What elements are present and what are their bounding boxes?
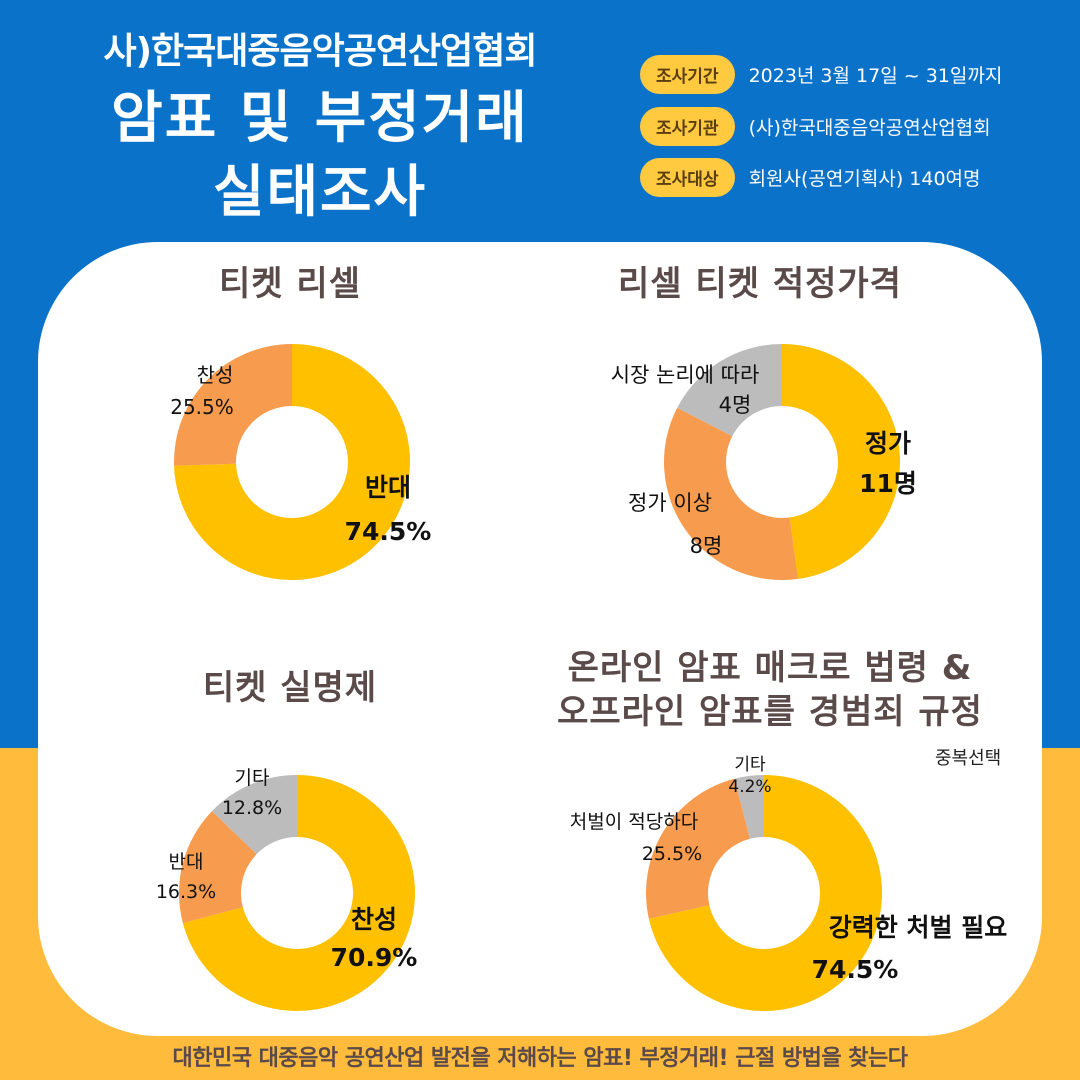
chart-title-resell: 티켓 리셀 (219, 264, 361, 304)
data-label-3-2-1: 4.2% (728, 777, 771, 797)
data-label-3-0-0: 강력한 처벌 필요 (829, 913, 1007, 942)
data-label-2-0-0: 찬성 (351, 905, 397, 934)
data-label-1-0-0: 정가 (865, 429, 911, 458)
chart-title-line: 오프라인 암표를 경범죄 규정 (557, 692, 983, 732)
multi-select-note: 중복선택 (935, 748, 1002, 769)
data-label-0-1-1: 25.5% (170, 395, 234, 419)
data-label-1-1-1: 8명 (690, 534, 723, 558)
donut-slice-3-2 (734, 775, 764, 839)
info-row-org: 조사기관 (사)한국대중음악공연산업협회 (640, 106, 991, 146)
data-label-1-2-1: 4명 (719, 393, 752, 417)
main-title-line2: 실태조사 (212, 160, 428, 225)
data-label-3-0-1: 74.5% (812, 955, 899, 984)
info-row-period: 조사기간 2023년 3월 17일 ~ 31일까지 (640, 54, 1002, 94)
main-title: 암표 및 부정거래 실태조사 (40, 82, 600, 230)
donut-slice-3-0 (648, 775, 883, 1011)
data-label-1-1-0: 정가 이상 (628, 491, 712, 515)
chart-title-real-name: 티켓 실명제 (202, 668, 378, 708)
donut-slice-2-1 (179, 811, 257, 924)
main-title-line1: 암표 및 부정거래 (111, 86, 529, 151)
info-value: 2023년 3월 17일 ~ 31일까지 (748, 64, 1003, 87)
data-label-1-2-0: 시장 논리에 따라 (611, 363, 760, 387)
data-label-1-0-1: 11명 (859, 469, 917, 498)
chart-title-line: 온라인 암표 매크로 법령 & (567, 648, 973, 688)
chart-title-macro-law: 온라인 암표 매크로 법령 & 오프라인 암표를 경범죄 규정 (530, 646, 1010, 734)
info-value: (사)한국대중음악공연산업협회 (748, 116, 991, 139)
data-label-2-2-1: 12.8% (222, 797, 282, 819)
donut-slice-2-2 (212, 775, 297, 855)
data-label-2-1-1: 16.3% (156, 881, 216, 903)
info-label-pill: 조사대상 (640, 157, 735, 197)
org-title: 사)한국대중음악공연산업협회 (103, 31, 537, 72)
data-label-2-2-0: 기타 (235, 767, 270, 789)
chart-title-resell-price: 리셀 티켓 적정가격 (618, 264, 902, 304)
donut-slice-0-0 (174, 344, 411, 581)
donut-slice-1-0 (782, 344, 900, 579)
data-label-0-1-0: 찬성 (197, 363, 234, 387)
info-value: 회원사(공연기획사) 140여명 (748, 167, 981, 190)
donut-slice-1-2 (677, 344, 782, 437)
donut-slice-1-1 (664, 407, 799, 580)
footer-slogan: 대한민국 대중음악 공연산업 발전을 저해하는 암표! 부정거래! 근절 방법을… (172, 1046, 908, 1071)
data-label-0-0-1: 74.5% (345, 517, 432, 546)
data-label-3-1-0: 처벌이 적당하다 (570, 811, 698, 833)
info-label-pill: 조사기관 (640, 106, 735, 146)
data-label-2-1-0: 반대 (169, 851, 204, 873)
donut-slice-2-0 (182, 775, 415, 1011)
info-label-pill: 조사기간 (640, 54, 735, 94)
donut-slice-0-1 (174, 344, 292, 466)
info-row-target: 조사대상 회원사(공연기획사) 140여명 (640, 157, 981, 197)
data-label-2-0-1: 70.9% (331, 943, 418, 972)
donut-slice-3-1 (646, 778, 750, 919)
data-label-0-0-0: 반대 (365, 473, 411, 502)
data-label-3-2-0: 기타 (734, 755, 766, 775)
data-label-3-1-1: 25.5% (642, 843, 702, 865)
